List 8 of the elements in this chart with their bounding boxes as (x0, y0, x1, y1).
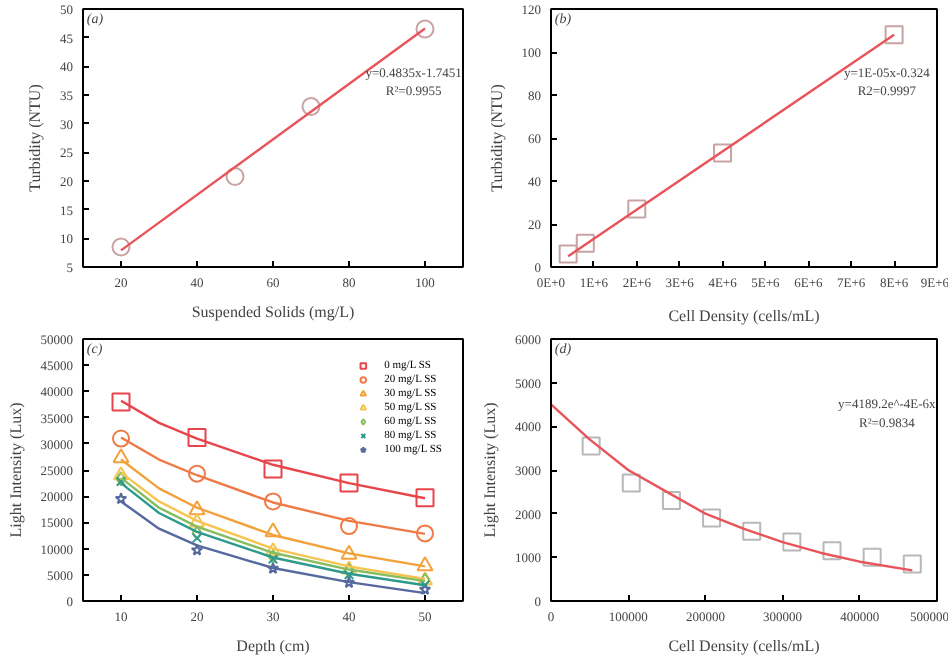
x-axis-title: Cell Density (cells/mL) (668, 307, 821, 325)
y-axis-title: Turbidity (NTU) (487, 83, 506, 192)
x-axis-title: Suspended Solids (mg/L) (191, 303, 355, 321)
y-axis-title: Turbidity (NTU) (26, 83, 44, 192)
y-axis-title: Light Intensity (Lux) (481, 401, 499, 538)
x-axis-title: Depth (cm) (236, 637, 311, 655)
x-axis-title: Cell Density (cells/mL) (668, 637, 821, 655)
y-axis-title: Light Intensity (Lux) (6, 401, 25, 538)
